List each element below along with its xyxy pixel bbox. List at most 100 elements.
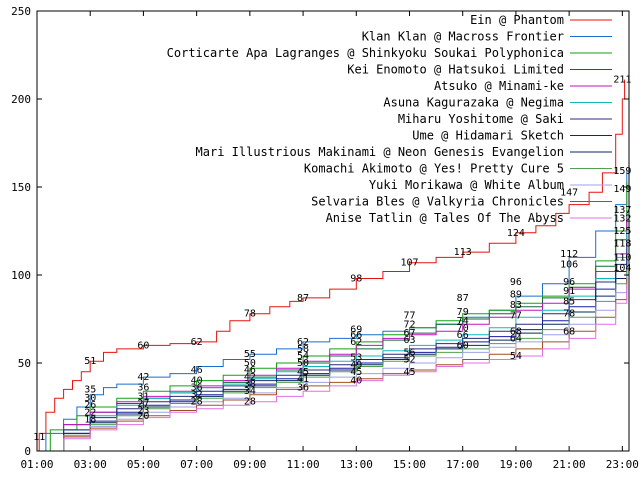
legend-label: Corticarte Apa Lagranges @ Shinkyoku Sou…	[167, 46, 564, 60]
data-label: 51	[84, 356, 96, 367]
legend-label: Yuki Morikawa @ White Album	[369, 178, 564, 192]
data-label: 87	[457, 293, 469, 304]
data-label: 113	[454, 247, 472, 258]
x-tick-label: 23:00	[606, 458, 639, 471]
data-label: 40	[191, 376, 203, 387]
legend-label: Selvaria Bles @ Valkyria Chronicles	[311, 195, 564, 209]
data-label: 60	[457, 340, 469, 351]
data-label: 62	[297, 337, 309, 348]
data-label: 77	[403, 310, 415, 321]
data-label: 49	[350, 360, 362, 371]
series-line-13	[37, 283, 628, 452]
data-label: 62	[350, 337, 362, 348]
data-label: 58	[297, 344, 309, 355]
series-line-11	[37, 275, 628, 452]
legend-label: Atsuko @ Minami-ke	[434, 79, 564, 93]
data-label: 77	[510, 310, 522, 321]
data-label: 27	[137, 398, 149, 409]
data-label: 45	[350, 367, 362, 378]
x-tick-label: 07:00	[180, 458, 213, 471]
data-label: 68	[563, 326, 575, 337]
legend-label: Klan Klan @ Macross Frontier	[362, 30, 564, 44]
data-label: 64	[510, 333, 522, 344]
x-tick-label: 11:00	[287, 458, 320, 471]
data-label: 85	[563, 296, 575, 307]
data-label: 31	[137, 391, 149, 402]
x-tick-label: 13:00	[340, 458, 373, 471]
legend-label: Anise Tatlin @ Tales Of The Abyss	[326, 211, 564, 225]
legend-label: Miharu Yoshitome @ Saki	[398, 112, 564, 126]
axis-layer: 0 50 100 150 200 250 01:00 03:00 05:00 07:00 09:00…	[11, 5, 639, 471]
data-label: 45	[403, 367, 415, 378]
x-tick-label: 05:00	[127, 458, 160, 471]
data-label: 137	[613, 205, 631, 216]
data-label: 11	[33, 432, 45, 443]
data-label: 91	[563, 286, 575, 297]
data-label: 54	[297, 351, 309, 362]
y-tick-label: 0	[24, 445, 31, 458]
data-label: 60	[137, 340, 149, 351]
data-label: 38	[244, 379, 256, 390]
data-label: 68	[510, 326, 522, 337]
legend-label: Mari Illustrious Makinami @ Neon Genesis…	[196, 145, 564, 159]
data-label: 42	[244, 372, 256, 383]
data-label: 35	[84, 384, 96, 395]
data-label: 83	[510, 300, 522, 311]
x-tick-label: 03:00	[74, 458, 107, 471]
data-label: 36	[191, 383, 203, 394]
data-label: 211	[613, 75, 631, 86]
data-label: 79	[457, 307, 469, 318]
data-label: 30	[84, 393, 96, 404]
series-line-10	[37, 268, 628, 452]
data-label: 28	[244, 397, 256, 408]
data-label: 18	[84, 414, 96, 425]
plot-frame	[36, 10, 630, 452]
series-line-3	[37, 181, 628, 452]
data-label: 66	[457, 330, 469, 341]
data-label: 104	[613, 263, 631, 274]
data-label: 96	[510, 277, 522, 288]
series-layer	[37, 79, 628, 452]
data-label: 132	[613, 214, 631, 225]
data-label: 50	[244, 358, 256, 369]
data-label: 89	[510, 289, 522, 300]
data-label: 28	[191, 397, 203, 408]
x-tick-label: 09:00	[233, 458, 266, 471]
data-label: 125	[613, 226, 631, 237]
data-label: 69	[350, 325, 362, 336]
data-label: 118	[613, 238, 631, 249]
legend-label: Komachi Akimoto @ Yes! Pretty Cure 5	[304, 162, 564, 176]
y-tick-label: 250	[11, 5, 31, 18]
data-label: 32	[191, 390, 203, 401]
data-label: 62	[191, 337, 203, 348]
data-label: 112	[560, 249, 578, 260]
data-label: 50	[297, 358, 309, 369]
data-label: 54	[510, 351, 522, 362]
data-label: 96	[563, 277, 575, 288]
data-label: 70	[457, 323, 469, 334]
legend-label: Ein @ Phantom	[470, 13, 564, 27]
data-label: 110	[613, 252, 631, 263]
data-label: 87	[297, 293, 309, 304]
data-label: 42	[137, 372, 149, 383]
data-label: 149	[613, 184, 631, 195]
y-tick-label: 200	[11, 93, 31, 106]
data-label: 72	[403, 319, 415, 330]
x-tick-label: 17:00	[446, 458, 479, 471]
annotation-layer: 1151353026221860423631272320624640363228…	[33, 75, 631, 443]
x-tick-label: 19:00	[499, 458, 532, 471]
data-label: 107	[400, 258, 418, 269]
data-label: 23	[137, 406, 149, 417]
data-label: 98	[350, 274, 362, 285]
legend: Ein @ Phantom Klan Klan @ Macross Frontie…	[167, 13, 612, 225]
data-label: 22	[84, 407, 96, 418]
data-label: 106	[560, 259, 578, 270]
data-label: 52	[403, 354, 415, 365]
legend-label: Kei Enomoto @ Hatsukoi Limited	[347, 63, 564, 77]
data-label: 26	[84, 400, 96, 411]
data-label: 55	[244, 349, 256, 360]
data-label: 46	[244, 365, 256, 376]
series-line-2	[37, 171, 628, 452]
